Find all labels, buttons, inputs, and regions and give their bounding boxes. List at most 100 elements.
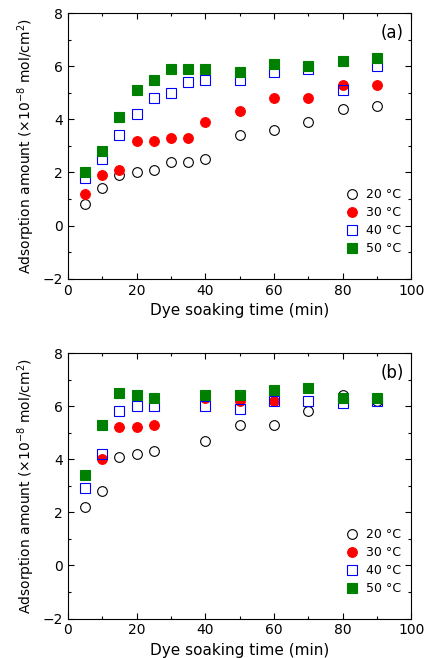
50 °C (203, 65, 208, 73)
20 °C (185, 158, 190, 166)
30 °C (168, 134, 173, 142)
20 °C (117, 453, 122, 461)
40 °C (100, 155, 105, 163)
50 °C (340, 394, 345, 402)
20 °C (134, 450, 139, 458)
40 °C (271, 68, 276, 76)
50 °C (237, 68, 242, 76)
50 °C (117, 113, 122, 120)
Line: 20 °C: 20 °C (80, 391, 382, 512)
20 °C (237, 132, 242, 139)
50 °C (185, 65, 190, 73)
30 °C (151, 420, 156, 428)
Line: 30 °C: 30 °C (98, 393, 279, 464)
Line: 40 °C: 40 °C (80, 61, 382, 183)
50 °C (100, 420, 105, 428)
50 °C (306, 63, 311, 70)
20 °C (374, 397, 379, 405)
20 °C (168, 158, 173, 166)
30 °C (203, 394, 208, 402)
Line: 50 °C: 50 °C (80, 383, 382, 480)
X-axis label: Dye soaking time (min): Dye soaking time (min) (150, 303, 329, 318)
20 °C (374, 102, 379, 110)
20 °C (151, 447, 156, 455)
20 °C (340, 105, 345, 113)
20 °C (82, 201, 87, 209)
30 °C (237, 107, 242, 115)
20 °C (271, 420, 276, 428)
20 °C (340, 392, 345, 399)
50 °C (374, 394, 379, 402)
20 °C (306, 407, 311, 415)
50 °C (168, 65, 173, 73)
20 °C (237, 420, 242, 428)
20 °C (82, 503, 87, 511)
Line: 40 °C: 40 °C (80, 396, 382, 494)
50 °C (237, 392, 242, 399)
40 °C (374, 63, 379, 70)
40 °C (185, 78, 190, 86)
Line: 50 °C: 50 °C (80, 53, 382, 177)
30 °C (134, 423, 139, 431)
40 °C (306, 65, 311, 73)
50 °C (82, 168, 87, 176)
20 °C (151, 166, 156, 174)
30 °C (237, 397, 242, 405)
40 °C (134, 402, 139, 410)
Line: 30 °C: 30 °C (80, 80, 382, 199)
Text: (a): (a) (380, 24, 403, 41)
X-axis label: Dye soaking time (min): Dye soaking time (min) (150, 643, 329, 658)
30 °C (151, 137, 156, 145)
30 °C (134, 137, 139, 145)
50 °C (82, 471, 87, 479)
20 °C (203, 437, 208, 445)
30 °C (100, 171, 105, 179)
Line: 20 °C: 20 °C (80, 101, 382, 209)
30 °C (82, 190, 87, 197)
30 °C (117, 423, 122, 431)
50 °C (271, 386, 276, 394)
40 °C (237, 405, 242, 413)
40 °C (374, 397, 379, 405)
20 °C (117, 171, 122, 179)
20 °C (306, 118, 311, 126)
30 °C (271, 94, 276, 102)
40 °C (203, 402, 208, 410)
50 °C (134, 86, 139, 94)
30 °C (185, 134, 190, 142)
20 °C (203, 155, 208, 163)
40 °C (168, 89, 173, 97)
40 °C (237, 76, 242, 84)
20 °C (100, 184, 105, 192)
50 °C (117, 389, 122, 397)
40 °C (340, 399, 345, 407)
20 °C (134, 168, 139, 176)
30 °C (203, 118, 208, 126)
40 °C (82, 174, 87, 182)
30 °C (340, 81, 345, 89)
40 °C (203, 76, 208, 84)
50 °C (100, 147, 105, 155)
50 °C (271, 60, 276, 68)
40 °C (100, 450, 105, 458)
40 °C (117, 407, 122, 415)
50 °C (151, 76, 156, 84)
40 °C (151, 94, 156, 102)
Text: (b): (b) (380, 364, 404, 382)
Legend: 20 °C, 30 °C, 40 °C, 50 °C: 20 °C, 30 °C, 40 °C, 50 °C (341, 524, 405, 599)
40 °C (306, 397, 311, 405)
30 °C (374, 81, 379, 89)
40 °C (117, 132, 122, 139)
20 °C (100, 487, 105, 495)
40 °C (151, 402, 156, 410)
40 °C (271, 397, 276, 405)
30 °C (117, 166, 122, 174)
50 °C (374, 55, 379, 63)
50 °C (340, 57, 345, 65)
20 °C (271, 126, 276, 134)
30 °C (100, 455, 105, 463)
40 °C (134, 110, 139, 118)
Y-axis label: Adsorption amount ($\times$10$^{-8}$ mol/cm$^2$): Adsorption amount ($\times$10$^{-8}$ mol… (15, 18, 37, 274)
40 °C (340, 86, 345, 94)
50 °C (306, 384, 311, 392)
